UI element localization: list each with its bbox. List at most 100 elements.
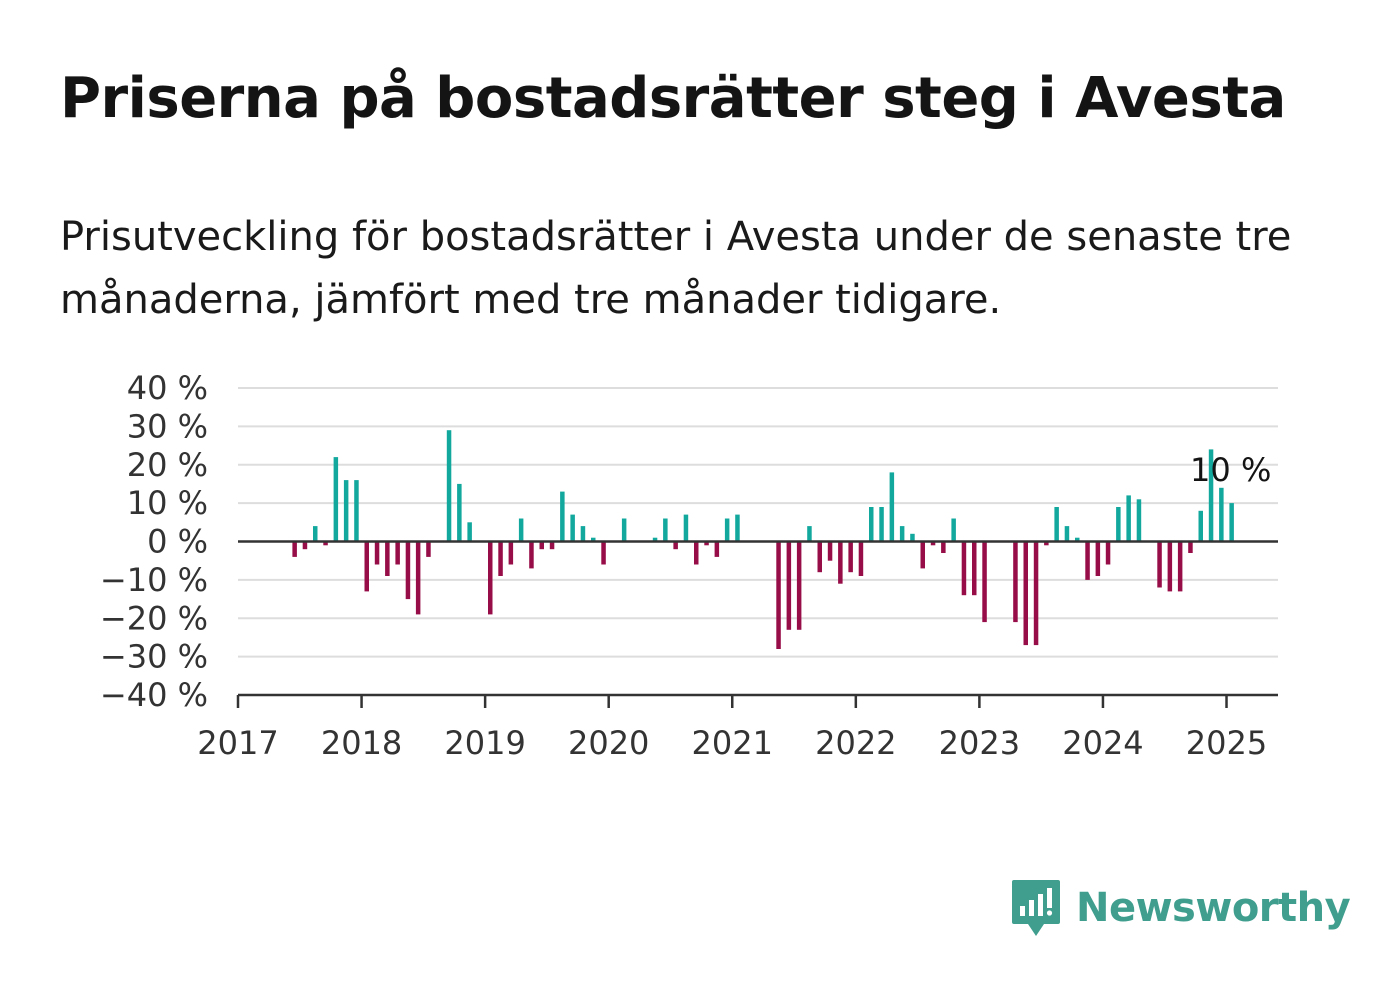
bar (1167, 541, 1173, 592)
bar (786, 541, 792, 630)
bar (292, 541, 297, 557)
bar (982, 541, 987, 623)
bar (591, 537, 596, 542)
bar (899, 526, 905, 542)
bar (663, 518, 668, 542)
bar (951, 518, 956, 542)
chart-title: Priserna på bostadsrätter steg i Avesta (60, 66, 1286, 131)
x-tick-label: 2023 (939, 724, 1020, 762)
bar (1177, 541, 1183, 592)
bar (1085, 541, 1090, 580)
bar (570, 514, 575, 542)
bar (529, 541, 534, 569)
last-value-label: 10 % (1190, 451, 1271, 489)
bar (601, 541, 606, 565)
x-tick-label: 2022 (815, 724, 896, 762)
chart-subtitle: Prisutveckling för bostadsrätter i Avest… (60, 214, 1292, 323)
bar (539, 541, 544, 550)
bar (457, 483, 462, 542)
y-tick-label: 20 % (127, 446, 208, 484)
bar (920, 541, 925, 569)
bar (961, 541, 967, 596)
bar (343, 480, 349, 542)
bar (498, 541, 503, 576)
bar (621, 518, 627, 542)
bar (941, 541, 946, 553)
bar (1105, 541, 1111, 565)
newsworthy-logo: Newsworthy (1010, 878, 1351, 938)
bar (848, 541, 853, 573)
y-tick-label: 30 % (127, 407, 208, 445)
y-tick-label: 0 % (147, 523, 208, 561)
bar (1188, 541, 1193, 553)
bar (1229, 503, 1234, 542)
bar (323, 541, 328, 546)
x-tick-label: 2020 (568, 724, 649, 762)
bar (673, 541, 678, 550)
bar (858, 541, 864, 576)
bar (1044, 541, 1049, 546)
brand-name: Newsworthy (1076, 885, 1351, 931)
bar (817, 541, 822, 573)
y-tick-label: 10 % (127, 484, 208, 522)
bar (560, 491, 565, 542)
bar (1126, 495, 1131, 542)
bar (313, 526, 318, 542)
bar (426, 541, 431, 557)
bar (354, 480, 359, 542)
bar (652, 537, 658, 542)
y-tick-label: −40 % (100, 676, 208, 714)
bar (694, 541, 699, 565)
bar (1219, 487, 1224, 542)
bar (549, 541, 555, 550)
bar (807, 526, 812, 542)
bar (508, 541, 514, 565)
bar (714, 541, 720, 557)
bar (415, 541, 421, 615)
bar (1116, 507, 1121, 542)
x-tick-label: 2019 (444, 724, 525, 762)
bar (385, 541, 390, 576)
y-tick-label: −20 % (100, 599, 208, 637)
bar (374, 541, 380, 565)
bar (724, 518, 730, 542)
bar (1023, 541, 1028, 646)
bar (1157, 541, 1162, 588)
bar (488, 541, 493, 615)
bars (292, 430, 1234, 649)
bar (395, 541, 400, 565)
axes (238, 540, 1278, 697)
x-axis-ticks: 2017 2018 2019 2020 2021 2022 2023 2024 2025 (197, 695, 1267, 762)
bar (467, 522, 472, 542)
bar (1208, 449, 1214, 542)
bar (827, 541, 833, 561)
bar (1136, 499, 1142, 542)
bar (796, 541, 802, 630)
x-tick-label: 2025 (1186, 724, 1267, 762)
bar (1198, 510, 1203, 542)
bar (580, 526, 586, 542)
bar (1075, 537, 1080, 542)
y-tick-label: −30 % (100, 638, 208, 676)
x-tick-label: 2024 (1062, 724, 1143, 762)
x-tick-label: 2021 (692, 724, 773, 762)
bar (838, 541, 843, 584)
bar (735, 514, 740, 542)
y-axis-ticks: 40 %30 %20 %10 %0 %−10 %−20 %−30 %−40 % (100, 369, 208, 714)
bar (889, 472, 895, 542)
bar (704, 541, 709, 546)
newsworthy-logo-icon (1012, 880, 1060, 936)
bar (1013, 541, 1018, 623)
bar (518, 518, 524, 542)
bar (333, 457, 339, 542)
bar (910, 533, 915, 542)
bar (302, 541, 308, 550)
bar (405, 541, 411, 600)
y-tick-label: 40 % (127, 369, 208, 407)
bar (446, 430, 452, 542)
bar (879, 507, 884, 542)
x-tick-label: 2017 (197, 724, 278, 762)
bar (776, 541, 781, 649)
x-tick-label: 2018 (321, 724, 402, 762)
